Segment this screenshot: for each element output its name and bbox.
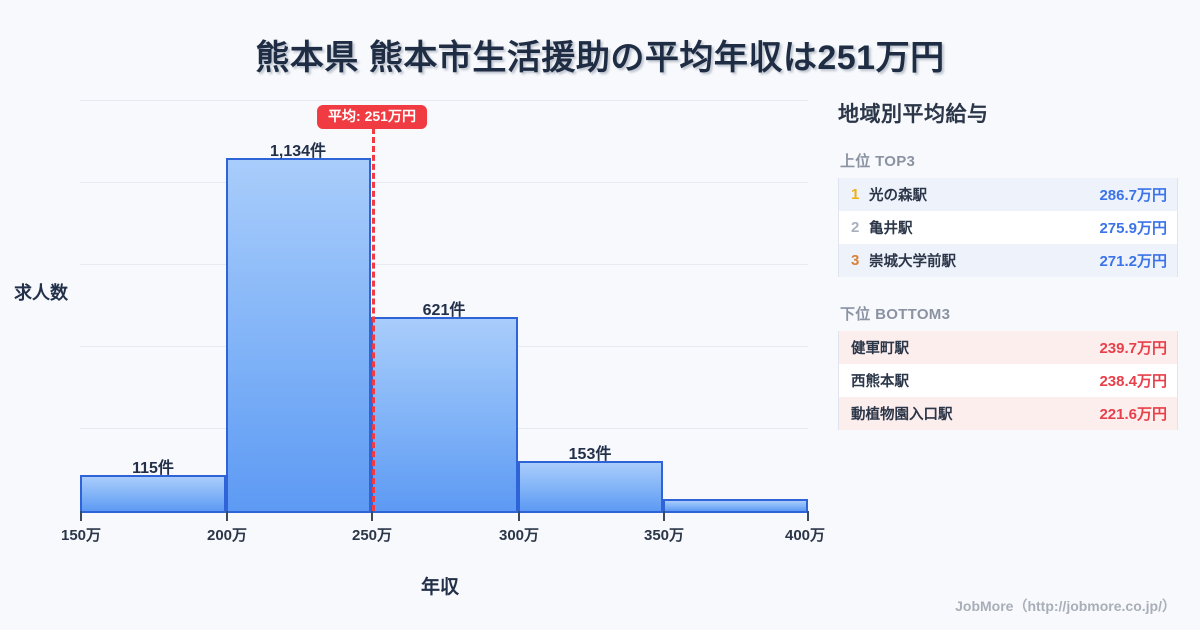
bar-label-300-350: 153件 <box>568 446 612 463</box>
bar-label-150-200: 115件 <box>132 460 174 477</box>
x-axis-title: 年収 <box>420 577 459 598</box>
x-tick-label: 250万 <box>351 527 393 544</box>
list-item[interactable]: 2 亀井駅 275.9万円 <box>839 211 1177 244</box>
x-tick <box>226 511 228 521</box>
station-name: 崇城大学前駅 <box>869 254 956 270</box>
gridline <box>80 182 808 183</box>
bar-150-200[interactable] <box>80 475 226 513</box>
salary-value: 238.4万円 <box>1099 373 1167 390</box>
salary-value: 221.6万円 <box>1099 406 1167 423</box>
station-name: 健軍町駅 <box>851 341 909 357</box>
list-item[interactable]: 3 崇城大学前駅 271.2万円 <box>839 244 1177 277</box>
top3-list: 1 光の森駅 286.7万円 2 亀井駅 275.9万円 3 崇城大学前駅 27… <box>838 178 1178 277</box>
gridline <box>80 264 808 265</box>
rank-number: 1 <box>851 186 860 203</box>
rank-number: 2 <box>851 219 860 236</box>
bottom3-heading: 下位 BOTTOM3 <box>840 306 951 323</box>
bottom3-list: 健軍町駅 239.7万円 西熊本駅 238.4万円 動植物園入口駅 221.6万… <box>838 331 1178 430</box>
list-item[interactable]: 動植物園入口駅 221.6万円 <box>839 397 1177 430</box>
panel-title: 地域別平均給与 <box>838 103 989 126</box>
x-tick <box>663 511 665 521</box>
list-item[interactable]: 西熊本駅 238.4万円 <box>839 364 1177 397</box>
salary-value: 239.7万円 <box>1099 340 1167 357</box>
top3-heading: 上位 TOP3 <box>840 153 916 170</box>
bar-label-250-300: 621件 <box>422 302 466 319</box>
station-name: 亀井駅 <box>869 221 913 237</box>
salary-value: 286.7万円 <box>1099 187 1167 204</box>
x-axis-line <box>80 511 808 513</box>
average-line <box>372 128 375 511</box>
page-title: 熊本県 熊本市生活援助の平均年収は251万円 <box>255 39 945 77</box>
x-tick-label: 200万 <box>206 527 248 544</box>
x-tick-label: 300万 <box>498 527 540 544</box>
bar-200-250[interactable] <box>226 158 371 513</box>
bar-300-350[interactable] <box>518 461 663 513</box>
x-tick <box>807 511 809 521</box>
histogram-chart: 115件 1,134件 621件 153件 平均: 251万円 150万 200… <box>14 100 826 598</box>
bar-250-300[interactable] <box>371 317 518 513</box>
y-axis-title: 求人数 <box>14 283 68 303</box>
gridline <box>80 100 808 101</box>
average-badge: 平均: 251万円 <box>317 105 427 130</box>
station-name: 光の森駅 <box>869 188 927 204</box>
list-item[interactable]: 健軍町駅 239.7万円 <box>839 331 1177 364</box>
regional-salary-panel: 地域別平均給与 上位 TOP3 1 光の森駅 286.7万円 2 亀井駅 275… <box>838 98 1178 456</box>
rank-number: 3 <box>851 252 860 269</box>
list-item[interactable]: 1 光の森駅 286.7万円 <box>839 178 1177 211</box>
footer-credit: JobMore（http://jobmore.co.jp/） <box>955 598 1176 614</box>
station-name: 西熊本駅 <box>851 374 909 390</box>
x-tick-label: 400万 <box>784 527 826 544</box>
x-tick <box>518 511 520 521</box>
x-tick <box>80 511 82 521</box>
salary-value: 275.9万円 <box>1099 220 1167 237</box>
bar-label-200-250: 1,134件 <box>269 143 327 160</box>
x-tick-label: 150万 <box>60 527 102 544</box>
x-tick <box>371 511 373 521</box>
salary-value: 271.2万円 <box>1099 253 1167 270</box>
station-name: 動植物園入口駅 <box>851 407 953 423</box>
x-tick-label: 350万 <box>643 527 685 544</box>
